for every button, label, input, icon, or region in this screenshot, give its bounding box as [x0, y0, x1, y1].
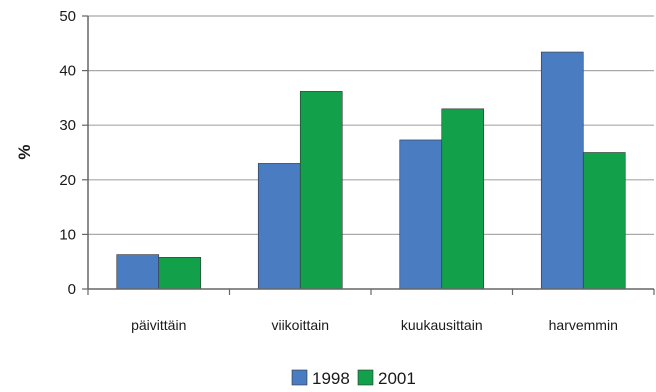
y-tick-labels: 0 10 20 30 40 50: [59, 8, 76, 298]
legend-swatch: [357, 369, 374, 386]
bar-1998-1: [257, 163, 301, 290]
y-axis-label: %: [15, 144, 34, 159]
y-tick-label: 40: [59, 63, 76, 80]
legend-swatch: [291, 369, 308, 386]
y-tick-label: 50: [59, 8, 76, 25]
y-tick-label: 10: [59, 226, 76, 243]
x-tick-label: kuukausittain: [401, 317, 483, 333]
y-tick-label: 20: [59, 172, 76, 189]
axes: [82, 15, 655, 295]
x-tick-labels: päivittäin viikoittain kuukausittain harvem…: [131, 317, 618, 333]
bar-1998-0: [116, 254, 160, 290]
y-tick-label: 30: [59, 117, 76, 134]
legend: 1998 2001: [291, 369, 416, 388]
bar-2001-2: [441, 108, 485, 290]
bar-1998-3: [540, 51, 584, 290]
y-tick-label: 0: [68, 281, 76, 298]
legend-label: 1998: [312, 369, 350, 388]
x-tick-label: harvemmin: [549, 317, 618, 333]
x-tick-label: päivittäin: [131, 317, 186, 333]
bar-2001-3: [582, 152, 626, 290]
bar-2001-1: [299, 91, 343, 290]
legend-label: 2001: [378, 369, 416, 388]
bar-1998-2: [399, 139, 443, 290]
bars: [116, 51, 626, 290]
bar-2001-0: [158, 257, 202, 290]
x-tick-label: viikoittain: [271, 317, 329, 333]
